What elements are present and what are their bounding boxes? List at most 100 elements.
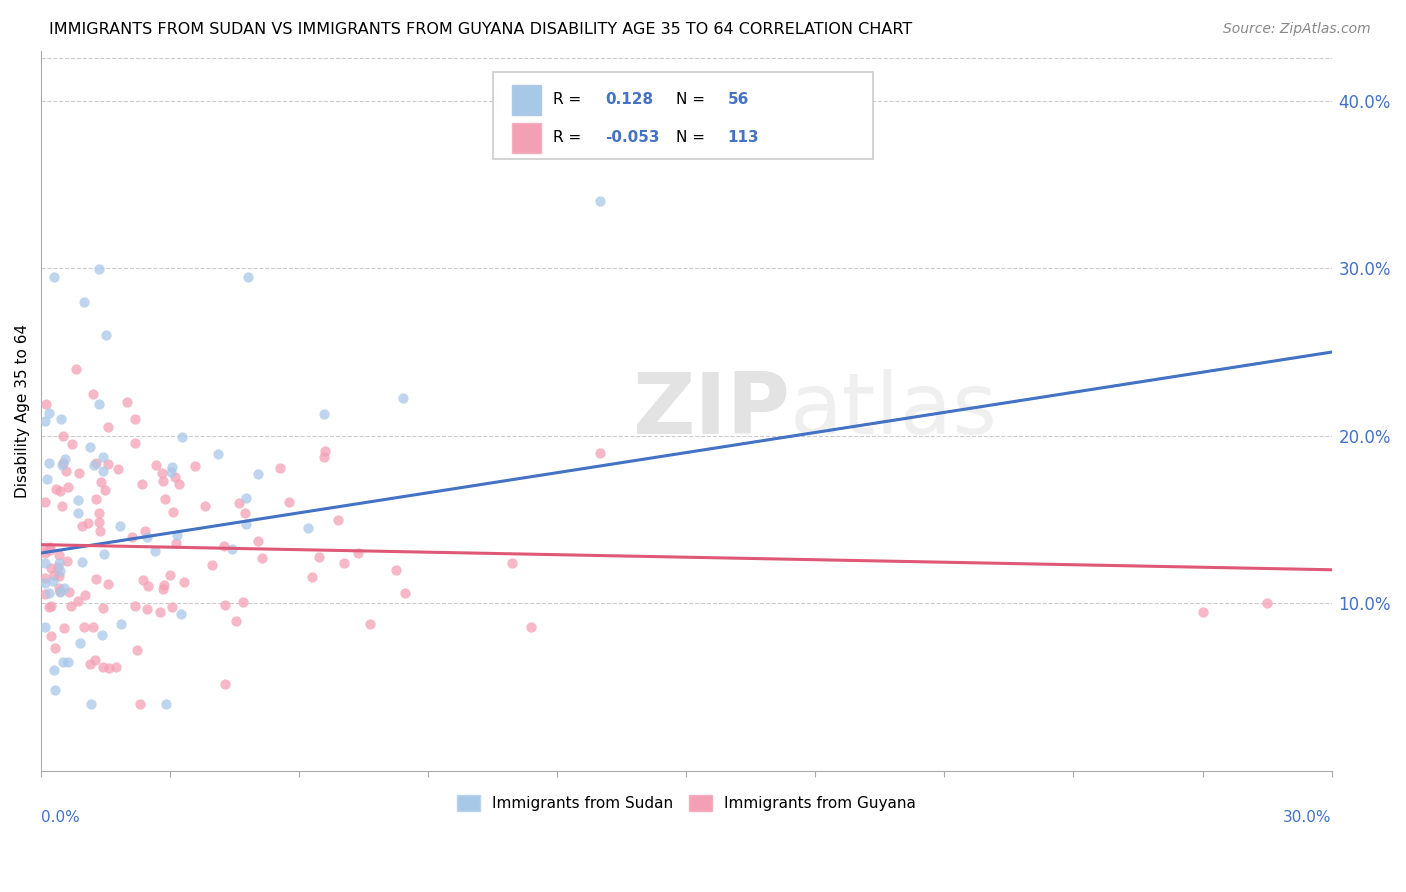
Point <box>87 506 110 520</box>
Point <box>124 411 146 425</box>
Point <box>48 581 70 595</box>
Point <box>48 483 70 498</box>
Point <box>84 492 107 507</box>
Point <box>314 444 336 458</box>
Point <box>162 505 184 519</box>
Point <box>42 663 65 677</box>
Point <box>56 479 79 493</box>
Point <box>228 496 250 510</box>
Point <box>34 546 56 560</box>
Point <box>66 506 89 520</box>
Point <box>110 616 132 631</box>
Point <box>136 579 159 593</box>
Point <box>49 584 72 599</box>
Point <box>155 491 177 506</box>
Point <box>136 530 159 544</box>
Point <box>297 521 319 535</box>
Point <box>212 539 235 553</box>
Point <box>45 482 67 496</box>
Y-axis label: Disability Age 35 to 64: Disability Age 35 to 64 <box>15 324 30 498</box>
Legend: Immigrants from Sudan, Immigrants from Guyana: Immigrants from Sudan, Immigrants from G… <box>451 789 922 817</box>
Point <box>90 475 112 490</box>
Point <box>333 556 356 570</box>
Point <box>79 657 101 671</box>
Point <box>152 475 174 489</box>
Point <box>60 437 83 451</box>
Point <box>127 643 149 657</box>
Point <box>38 540 60 554</box>
Point <box>250 551 273 566</box>
Point <box>86 456 108 470</box>
Point <box>67 594 90 608</box>
Point <box>173 574 195 589</box>
Point <box>149 606 172 620</box>
Point <box>391 391 413 405</box>
Point <box>91 450 114 464</box>
Point <box>89 516 111 530</box>
Point <box>65 361 87 376</box>
Text: atlas: atlas <box>790 369 998 452</box>
Point <box>314 450 336 464</box>
Point <box>225 614 247 628</box>
Point <box>385 563 408 577</box>
Point <box>121 531 143 545</box>
Point <box>394 586 416 600</box>
Point <box>52 655 75 669</box>
Point <box>38 599 60 614</box>
Point <box>232 594 254 608</box>
Point <box>34 495 56 509</box>
Text: ZIP: ZIP <box>631 369 790 452</box>
Point <box>160 600 183 615</box>
Point <box>58 584 80 599</box>
Point <box>1191 605 1213 619</box>
Point <box>39 629 62 643</box>
Text: 113: 113 <box>728 130 759 145</box>
Point <box>34 557 56 571</box>
FancyBboxPatch shape <box>492 72 873 159</box>
Point <box>97 660 120 674</box>
Point <box>152 582 174 596</box>
Point <box>44 641 66 656</box>
Point <box>312 407 335 421</box>
Text: Source: ZipAtlas.com: Source: ZipAtlas.com <box>1223 22 1371 37</box>
Point <box>328 513 350 527</box>
Point <box>145 458 167 472</box>
Point <box>70 555 93 569</box>
Point <box>87 397 110 411</box>
Point <box>56 655 79 669</box>
Point <box>55 554 77 568</box>
Text: IMMIGRANTS FROM SUDAN VS IMMIGRANTS FROM GUYANA DISABILITY AGE 35 TO 64 CORRELAT: IMMIGRANTS FROM SUDAN VS IMMIGRANTS FROM… <box>49 22 912 37</box>
Point <box>49 411 72 425</box>
Point <box>214 677 236 691</box>
Point <box>104 659 127 673</box>
Text: N =: N = <box>676 92 710 107</box>
Point <box>160 465 183 479</box>
Point <box>170 430 193 444</box>
Point <box>89 524 111 539</box>
Point <box>52 429 75 443</box>
Point <box>38 586 60 600</box>
Point <box>53 452 76 467</box>
Point <box>87 262 110 277</box>
Point <box>214 598 236 612</box>
Point <box>165 536 187 550</box>
Point <box>301 570 323 584</box>
Point <box>246 467 269 481</box>
Point <box>73 588 96 602</box>
Point <box>235 491 257 506</box>
Point <box>124 436 146 450</box>
Point <box>51 499 73 513</box>
Point <box>34 397 56 411</box>
Point <box>184 459 207 474</box>
Point <box>167 477 190 491</box>
Point <box>55 464 77 478</box>
Point <box>48 548 70 562</box>
Point <box>52 621 75 635</box>
Point <box>134 524 156 538</box>
Point <box>236 269 259 284</box>
Text: 56: 56 <box>728 92 749 107</box>
Point <box>48 564 70 578</box>
Point <box>347 546 370 560</box>
Point <box>91 464 114 478</box>
Point <box>277 495 299 509</box>
